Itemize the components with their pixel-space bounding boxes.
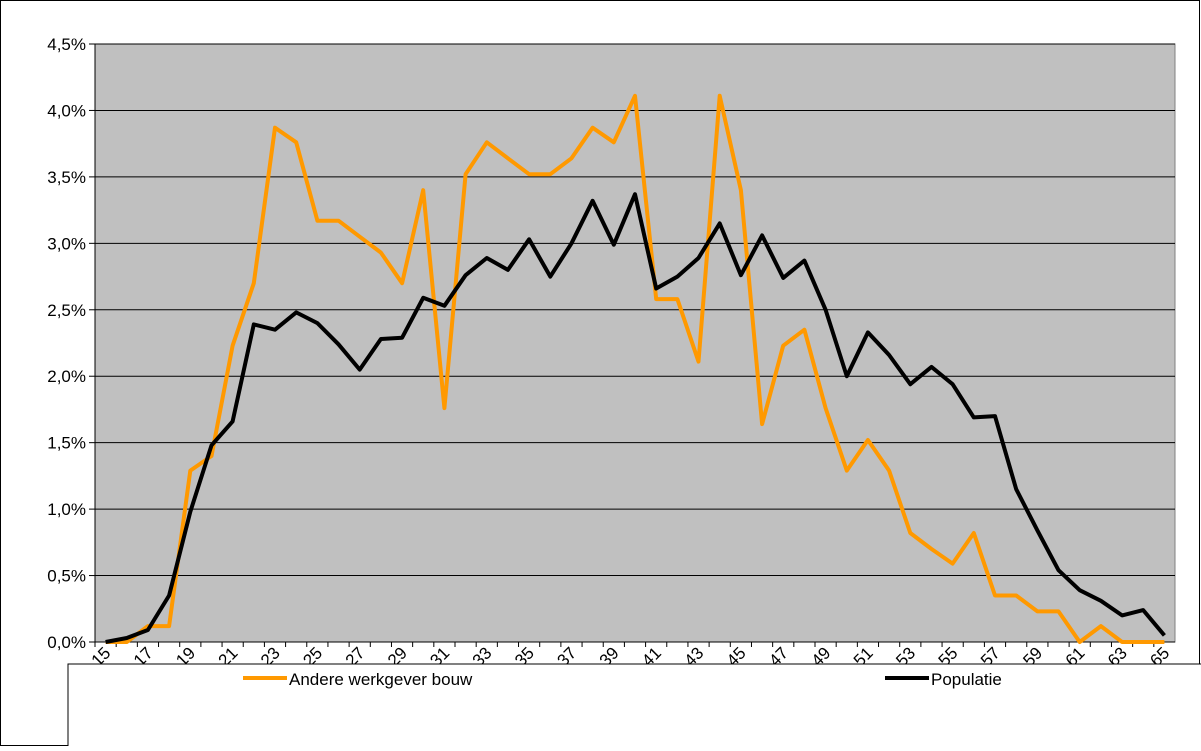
y-tick-label: 2,5% (47, 301, 86, 320)
legend-label: Andere werkgever bouw (289, 670, 473, 689)
y-tick-label: 1,5% (47, 434, 86, 453)
y-tick-label: 2,0% (47, 367, 86, 386)
y-tick-label: 1,0% (47, 500, 86, 519)
y-tick-label: 3,5% (47, 168, 86, 187)
plot-area (94, 43, 1176, 643)
y-tick-label: 4,0% (47, 101, 86, 120)
series-line (105, 93, 1165, 644)
y-tick-label: 3,0% (47, 234, 86, 253)
y-tick-label: 0,0% (47, 633, 86, 652)
legend-box (67, 663, 1201, 751)
y-tick-label: 0,5% (47, 567, 86, 586)
series-line (105, 192, 1166, 644)
legend-label: Populatie (931, 670, 1002, 689)
y-tick-label: 4,5% (47, 35, 86, 54)
